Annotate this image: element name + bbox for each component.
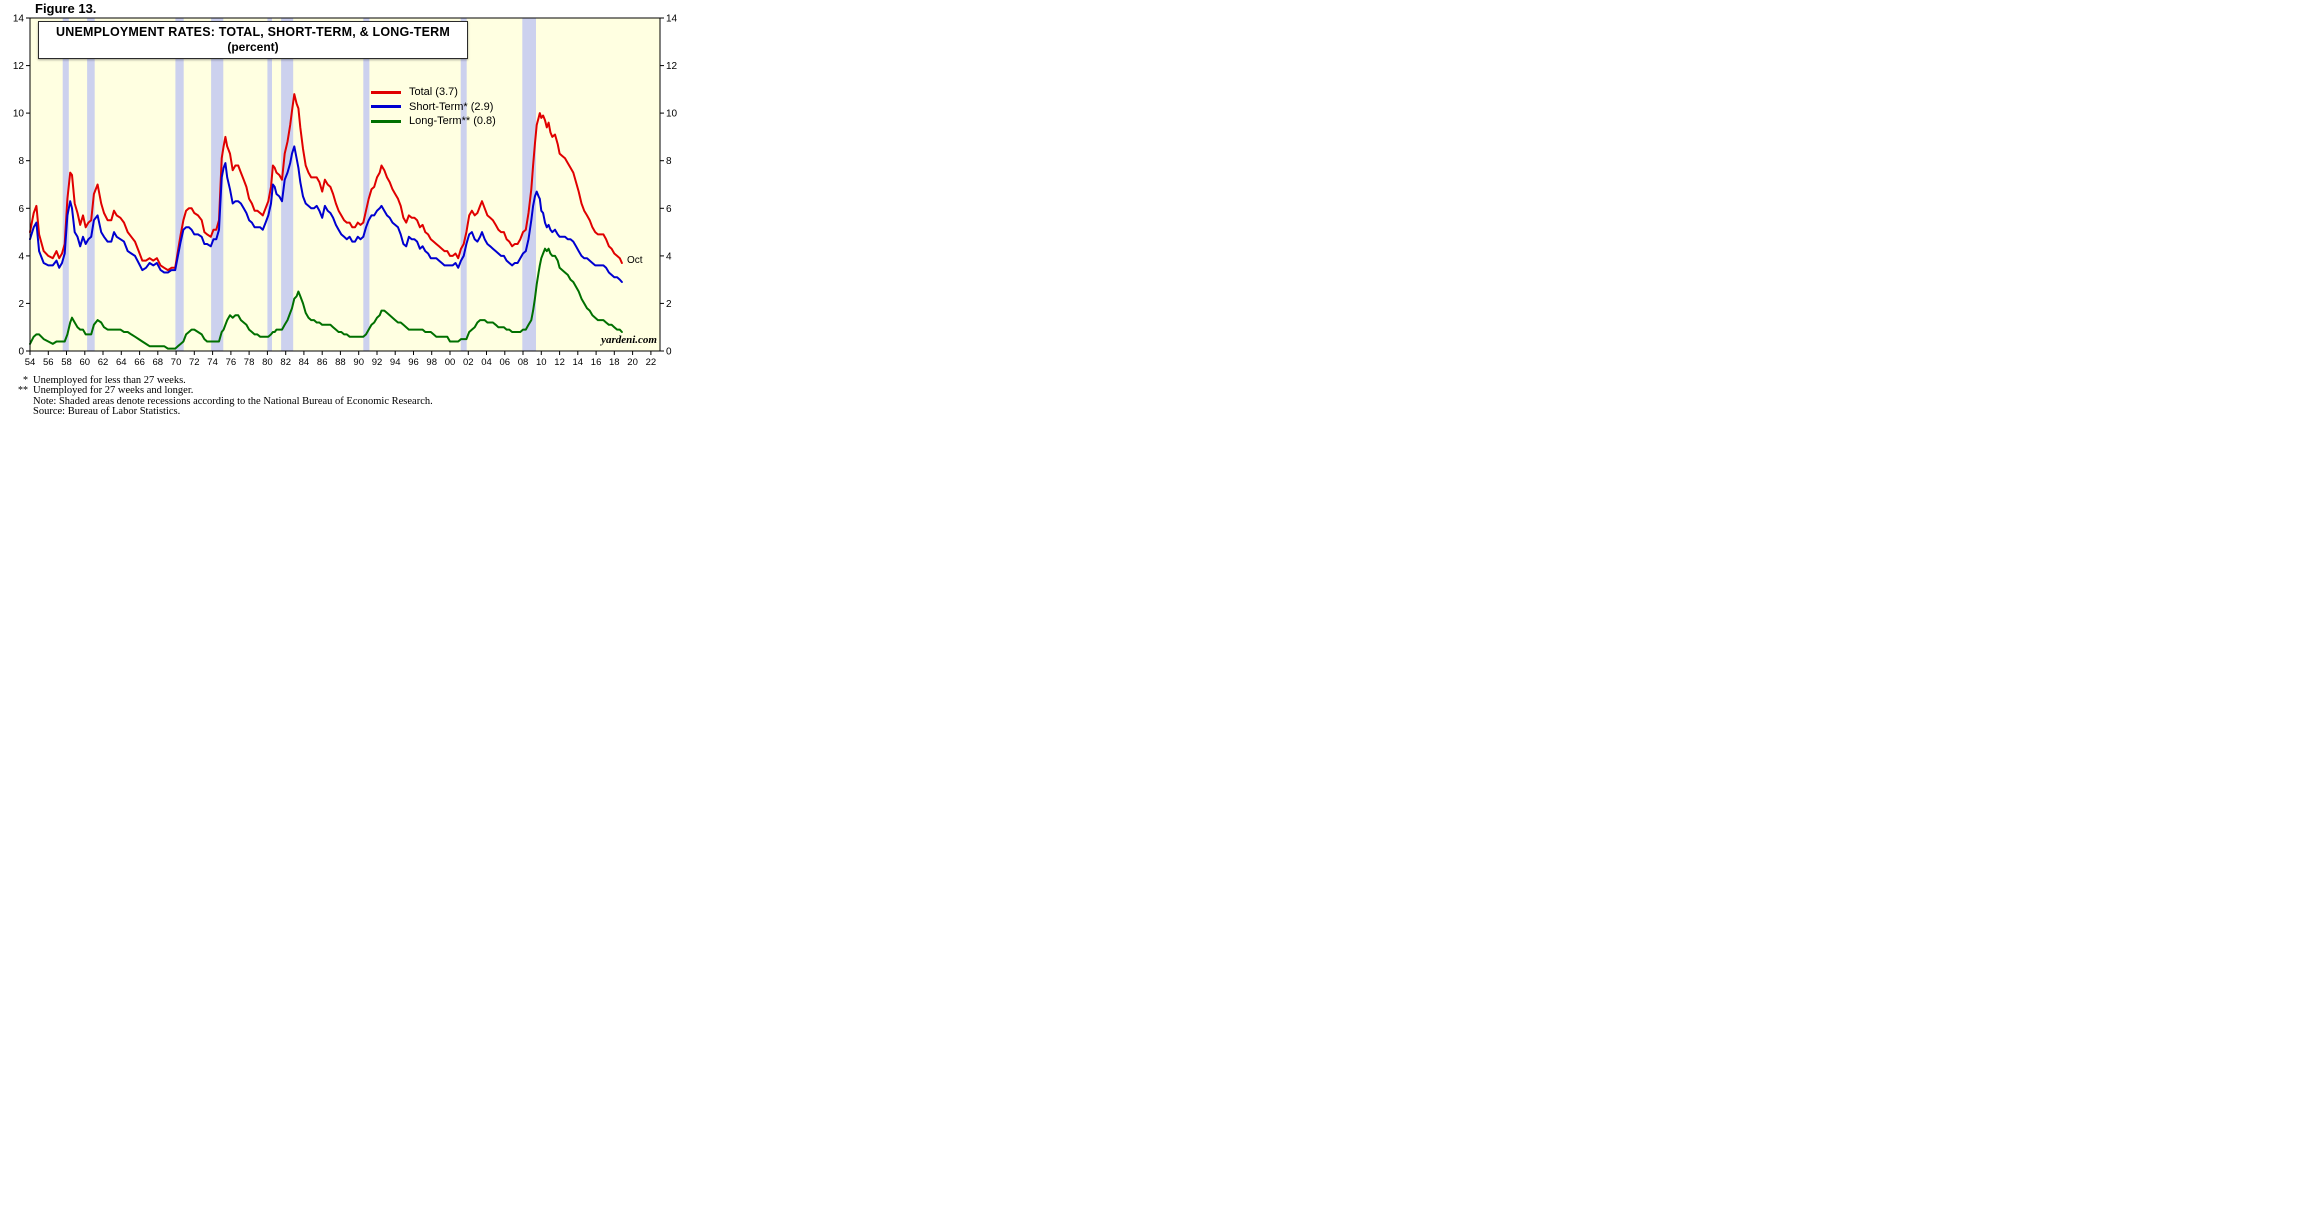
footnotes: * Unemployed for less than 27 weeks. ** … [10,375,650,418]
svg-text:96: 96 [408,357,419,368]
svg-text:10: 10 [536,357,547,368]
svg-text:92: 92 [372,357,383,368]
svg-text:82: 82 [280,357,291,368]
footnote-marker [10,407,28,417]
svg-text:12: 12 [666,61,678,72]
svg-text:2: 2 [666,299,672,310]
chart-legend: Total (3.7) Short-Term* (2.9) Long-Term*… [371,85,496,129]
short-term-line-swatch [371,105,401,109]
svg-text:58: 58 [61,357,72,368]
figure-label: Figure 13. [35,1,97,16]
svg-text:18: 18 [609,357,620,368]
svg-text:12: 12 [554,357,565,368]
legend-item-total: Total (3.7) [371,85,496,100]
svg-text:68: 68 [153,357,164,368]
svg-text:94: 94 [390,357,401,368]
legend-label-total: Total (3.7) [409,86,458,99]
svg-text:8: 8 [18,156,24,167]
svg-text:02: 02 [463,357,474,368]
legend-item-short-term: Short-Term* (2.9) [371,100,496,115]
long-term-line-swatch [371,119,401,123]
svg-text:14: 14 [13,14,25,25]
svg-text:88: 88 [335,357,346,368]
legend-label-long-term: Long-Term** (0.8) [409,115,496,128]
svg-text:4: 4 [666,251,672,262]
footnote-text: Unemployed for 27 weeks and longer. [33,385,194,397]
svg-text:14: 14 [666,14,678,25]
svg-text:90: 90 [353,357,364,368]
footnote-long-term: ** Unemployed for 27 weeks and longer. [10,385,650,397]
svg-text:60: 60 [80,357,91,368]
watermark: yardeni.com [601,334,657,346]
svg-text:08: 08 [518,357,529,368]
svg-text:2: 2 [18,299,24,310]
chart-title: UNEMPLOYMENT RATES: TOTAL, SHORT-TERM, &… [55,25,450,39]
svg-text:98: 98 [426,357,437,368]
chart-subtitle: (percent) [227,40,279,54]
svg-text:14: 14 [573,357,584,368]
svg-text:64: 64 [116,357,127,368]
svg-text:04: 04 [481,357,492,368]
unemployment-chart: 0 0 2 2 4 4 6 6 8 8 10 10 12 12 14 14 54 56 58 60 62 64 66 68 70… [0,0,690,375]
svg-text:54: 54 [25,357,36,368]
svg-text:10: 10 [13,109,25,120]
svg-text:76: 76 [226,357,237,368]
total-line-swatch [371,90,401,94]
last-point-label: Oct [627,255,643,266]
footnote-marker: ** [18,385,28,397]
footnote-source: Source: Bureau of Labor Statistics. [10,406,650,418]
footnote-text: Note: Shaded areas denote recessions acc… [33,395,433,407]
svg-text:0: 0 [666,347,672,358]
footnote-text: Source: Bureau of Labor Statistics. [33,406,181,418]
svg-text:20: 20 [627,357,638,368]
legend-label-short-term: Short-Term* (2.9) [409,100,494,113]
svg-text:62: 62 [98,357,109,368]
svg-text:70: 70 [171,357,182,368]
svg-text:16: 16 [591,357,602,368]
footnote-note: Note: Shaded areas denote recessions acc… [10,395,650,407]
legend-item-long-term: Long-Term** (0.8) [371,114,496,129]
svg-text:00: 00 [445,357,456,368]
svg-text:12: 12 [13,61,25,72]
svg-text:74: 74 [207,357,218,368]
svg-text:4: 4 [18,251,24,262]
svg-text:66: 66 [134,357,145,368]
svg-text:22: 22 [646,357,657,368]
svg-text:8: 8 [666,156,672,167]
svg-text:06: 06 [500,357,511,368]
svg-text:6: 6 [18,204,24,215]
svg-text:86: 86 [317,357,328,368]
svg-text:0: 0 [18,347,24,358]
svg-text:78: 78 [244,357,255,368]
footnote-short-term: * Unemployed for less than 27 weeks. [10,375,650,386]
svg-text:56: 56 [43,357,54,368]
svg-text:72: 72 [189,357,200,368]
svg-text:6: 6 [666,204,672,215]
svg-text:80: 80 [262,357,273,368]
footnote-marker: * [23,375,28,386]
footnote-text: Unemployed for less than 27 weeks. [33,375,186,386]
svg-text:10: 10 [666,109,678,120]
svg-text:84: 84 [299,357,310,368]
footnote-marker [10,397,28,407]
chart-title-box: UNEMPLOYMENT RATES: TOTAL, SHORT-TERM, &… [38,21,468,59]
